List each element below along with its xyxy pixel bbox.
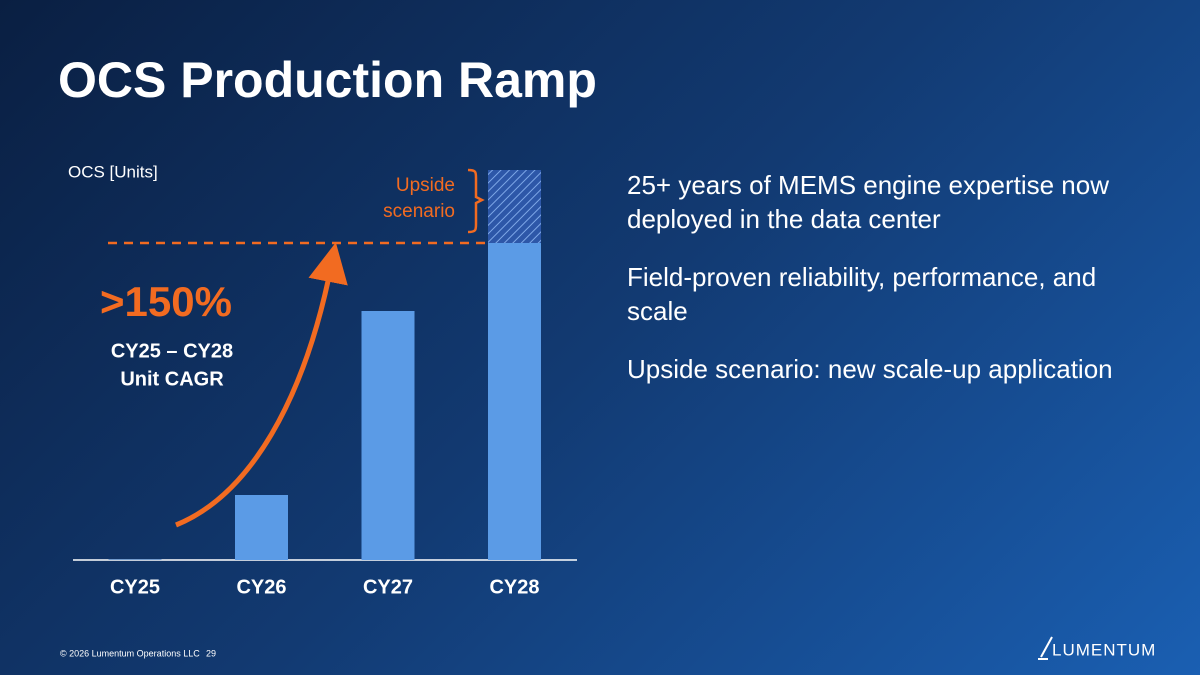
x-tick-label: CY26 [236, 576, 286, 598]
bar [235, 495, 288, 560]
logo-mark [1038, 636, 1053, 660]
bar [488, 243, 541, 560]
bullet: Upside scenario: new scale-up applicatio… [627, 354, 1113, 384]
slide-title: OCS Production Ramp [58, 52, 597, 108]
cagr-text: CY25 – CY28 [111, 340, 233, 362]
bullet: Field-proven reliability, performance, a… [627, 262, 1097, 326]
cagr-text: Unit CAGR [120, 368, 224, 390]
upside-bracket [467, 168, 485, 234]
bar [361, 311, 415, 560]
page-number: 29 [206, 648, 216, 658]
logo: LUMENTUM [1052, 640, 1156, 659]
bullet: 25+ years of MEMS engine expertise now d… [627, 170, 1109, 234]
upside-label: Upside scenario [383, 175, 455, 222]
bar [108, 559, 162, 560]
cagr-headline: >150% [100, 278, 232, 325]
growth-arrow [175, 242, 348, 528]
bullets: 25+ years of MEMS engine expertise now d… [627, 168, 1137, 410]
x-tick-label: CY28 [489, 576, 539, 598]
y-axis-label: OCS [Units] [68, 162, 158, 181]
upside-bar [488, 170, 541, 243]
copyright: © 2026 Lumentum Operations LLC [60, 648, 200, 658]
x-tick-label: CY25 [110, 576, 160, 598]
x-tick-label: CY27 [363, 576, 413, 598]
